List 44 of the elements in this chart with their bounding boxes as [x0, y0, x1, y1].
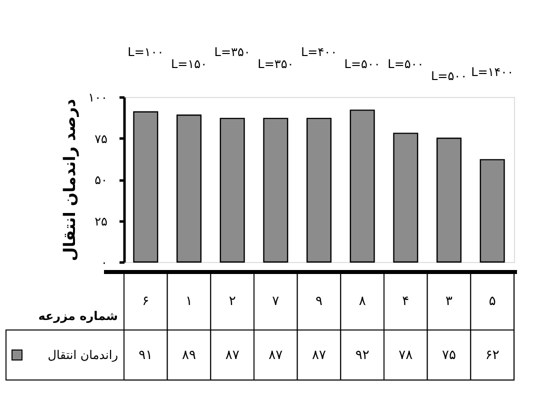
y-tick-label: ۵۰: [94, 173, 108, 187]
x-tick-label: ۵: [488, 294, 496, 309]
text: L=۵۰۰: [388, 57, 424, 71]
bar: [133, 111, 158, 263]
text: L=۴۰۰: [300, 45, 338, 59]
bar: [306, 118, 332, 263]
y-tick-label: ۲۵: [94, 214, 108, 228]
text: L=۱۵۰: [170, 57, 208, 71]
data-label: ۷۸: [398, 348, 413, 363]
text: L=۳۵۰: [214, 45, 250, 59]
data-label: ۹۱: [138, 348, 153, 363]
data-label: ۸۷: [312, 348, 326, 363]
bar: [220, 118, 245, 263]
text: L=۱۴۰۰: [471, 65, 514, 79]
x-tick-label: ۱: [186, 294, 192, 309]
bar: [350, 110, 375, 263]
text: L=۱۰۰: [128, 45, 164, 59]
x-tick-label: ۴: [402, 294, 410, 309]
data-label: ۸۷: [225, 348, 240, 363]
data-label: ۷۵: [442, 348, 456, 363]
bar: [436, 138, 462, 263]
data-label: ۸۹: [182, 348, 196, 363]
text: L=۵۰۰: [344, 57, 380, 71]
y-tick-label: ۱۰۰: [88, 90, 108, 104]
x-tick-label: ۸: [358, 294, 366, 309]
x-tick-label: ۶: [142, 294, 150, 309]
x-tick-label: ۲: [228, 294, 236, 309]
data-label: ۹۲: [355, 348, 370, 363]
bar: [480, 159, 505, 263]
text: L=۳۵۰: [258, 57, 294, 71]
bar: [393, 132, 418, 263]
x-tick-label: ۳: [446, 294, 453, 309]
legend-label: راندمان انتقال: [48, 348, 118, 362]
data-label: ۶۲: [485, 348, 500, 363]
x-tick-label: ۷: [272, 294, 280, 309]
x-tick-label: ۹: [316, 294, 323, 309]
y-tick-label: ۰: [101, 256, 108, 270]
y-tick-label: ۷۵: [94, 132, 108, 146]
data-label: ۸۷: [268, 348, 283, 363]
x-axis-title: شماره مزرعه: [38, 309, 118, 323]
y-axis-title: درصد راندمان انتقال: [60, 98, 80, 262]
text: L=۵۰۰: [430, 69, 468, 83]
bar: [176, 114, 202, 263]
bar: [263, 118, 288, 263]
